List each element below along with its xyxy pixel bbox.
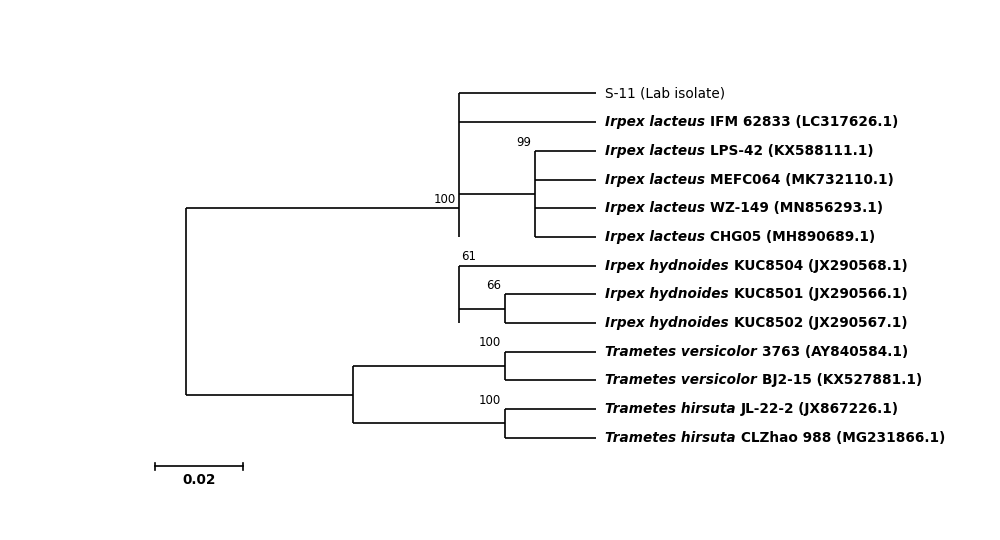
Text: Trametes hirsuta: Trametes hirsuta bbox=[605, 402, 741, 416]
Text: Trametes versicolor: Trametes versicolor bbox=[605, 345, 762, 359]
Text: 100: 100 bbox=[479, 336, 501, 349]
Text: S-11 (Lab isolate): S-11 (Lab isolate) bbox=[605, 86, 725, 100]
Text: 99: 99 bbox=[516, 136, 531, 148]
Text: Irpex lacteus: Irpex lacteus bbox=[605, 115, 710, 129]
Text: Trametes hirsuta: Trametes hirsuta bbox=[605, 430, 741, 444]
Text: 61: 61 bbox=[461, 250, 476, 263]
Text: Irpex lacteus: Irpex lacteus bbox=[605, 230, 710, 244]
Text: WZ-149 (MN856293.1): WZ-149 (MN856293.1) bbox=[710, 201, 883, 215]
Text: CHG05 (MH890689.1): CHG05 (MH890689.1) bbox=[710, 230, 875, 244]
Text: Irpex hydnoides: Irpex hydnoides bbox=[605, 316, 734, 330]
Text: Irpex lacteus: Irpex lacteus bbox=[605, 172, 710, 186]
Text: 66: 66 bbox=[486, 279, 501, 292]
Text: LPS-42 (KX588111.1): LPS-42 (KX588111.1) bbox=[710, 144, 873, 158]
Text: JL-22-2 (JX867226.1): JL-22-2 (JX867226.1) bbox=[741, 402, 899, 416]
Text: CLZhao 988 (MG231866.1): CLZhao 988 (MG231866.1) bbox=[741, 430, 945, 444]
Text: Irpex lacteus: Irpex lacteus bbox=[605, 201, 710, 215]
Text: 100: 100 bbox=[433, 193, 456, 206]
Text: BJ2-15 (KX527881.1): BJ2-15 (KX527881.1) bbox=[762, 373, 922, 387]
Text: 3763 (AY840584.1): 3763 (AY840584.1) bbox=[762, 345, 908, 359]
Text: KUC8504 (JX290568.1): KUC8504 (JX290568.1) bbox=[734, 259, 907, 273]
Text: KUC8501 (JX290566.1): KUC8501 (JX290566.1) bbox=[734, 287, 907, 301]
Text: Irpex hydnoides: Irpex hydnoides bbox=[605, 287, 734, 301]
Text: Irpex lacteus: Irpex lacteus bbox=[605, 144, 710, 158]
Text: KUC8502 (JX290567.1): KUC8502 (JX290567.1) bbox=[734, 316, 907, 330]
Text: IFM 62833 (LC317626.1): IFM 62833 (LC317626.1) bbox=[710, 115, 898, 129]
Text: MEFC064 (MK732110.1): MEFC064 (MK732110.1) bbox=[710, 172, 894, 186]
Text: Irpex hydnoides: Irpex hydnoides bbox=[605, 259, 734, 273]
Text: 100: 100 bbox=[479, 394, 501, 407]
Text: 0.02: 0.02 bbox=[182, 474, 216, 488]
Text: Trametes versicolor: Trametes versicolor bbox=[605, 373, 762, 387]
